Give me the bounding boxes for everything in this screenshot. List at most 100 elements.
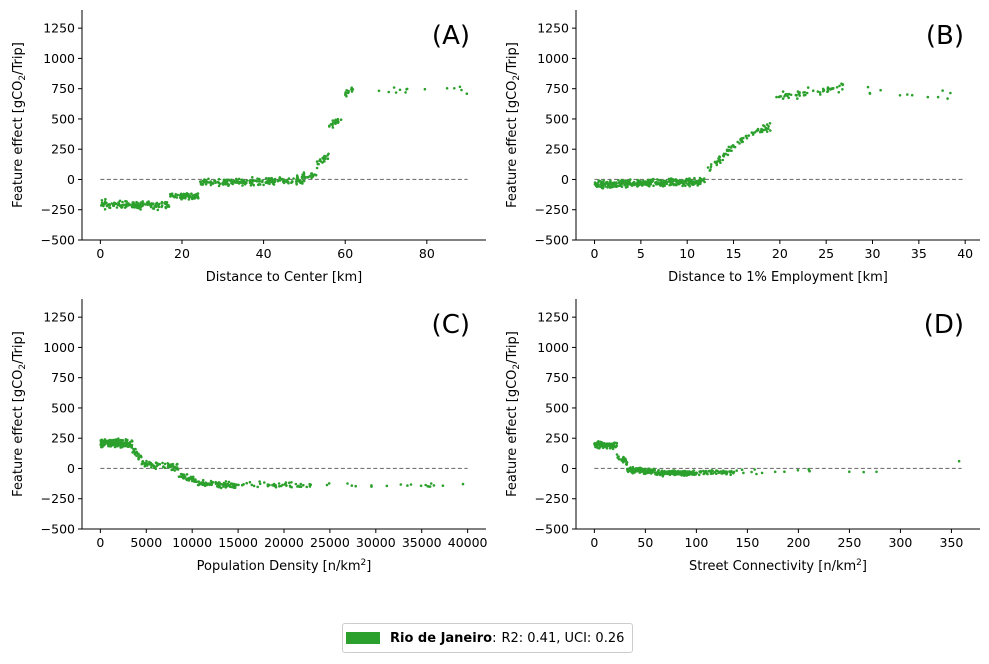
x-tick-label: 20 bbox=[772, 246, 788, 261]
scatter-point bbox=[125, 200, 128, 203]
scatter-point bbox=[115, 206, 119, 209]
scatter-point bbox=[602, 443, 605, 447]
scatter-point bbox=[926, 95, 930, 99]
scatter-point bbox=[655, 471, 658, 475]
scatter-point bbox=[618, 458, 621, 461]
x-tick-label: 20000 bbox=[264, 535, 304, 550]
scatter-point bbox=[688, 472, 691, 476]
scatter-point bbox=[409, 483, 413, 486]
scatter-point bbox=[596, 446, 600, 450]
scatter-point bbox=[755, 472, 758, 476]
scatter-point bbox=[698, 182, 701, 185]
panel-4: −500 −250 0 250 500 750 1000 1250 0 50 100 150 200 25… bbox=[505, 299, 980, 574]
scatter-point bbox=[753, 468, 756, 471]
scatter-point bbox=[316, 162, 320, 166]
scatter-point bbox=[429, 482, 433, 485]
scatter-point bbox=[331, 119, 335, 122]
y-tick-label: 1250 bbox=[43, 310, 75, 325]
scatter-point bbox=[695, 471, 698, 475]
scatter-point bbox=[209, 181, 212, 184]
scatter-point bbox=[599, 180, 603, 183]
scatter-point bbox=[152, 207, 156, 210]
scatter-point bbox=[196, 196, 199, 199]
scatter-point bbox=[273, 177, 277, 181]
scatter-point bbox=[271, 182, 275, 185]
scatter-point bbox=[228, 483, 231, 487]
scatter-point bbox=[108, 444, 111, 448]
scatter-point bbox=[145, 459, 148, 463]
scatter-point bbox=[136, 204, 139, 207]
scatter-point bbox=[167, 205, 171, 208]
scatter-point bbox=[605, 445, 608, 449]
y-tick-label: 500 bbox=[51, 400, 75, 415]
scatter-point bbox=[621, 461, 625, 464]
scatter-point bbox=[597, 443, 601, 446]
scatter-point bbox=[617, 179, 620, 182]
scatter-point bbox=[99, 204, 103, 207]
scatter-point bbox=[753, 131, 757, 134]
scatter-point bbox=[133, 206, 136, 209]
scatter-point bbox=[351, 88, 355, 91]
scatter-point bbox=[683, 179, 687, 183]
scatter-point bbox=[783, 470, 786, 474]
scatter-point bbox=[718, 155, 721, 158]
scatter-point bbox=[278, 176, 282, 179]
scatter-point bbox=[245, 179, 249, 182]
scatter-point bbox=[642, 179, 645, 183]
scatter-point bbox=[717, 471, 721, 475]
scatter-point bbox=[603, 182, 607, 186]
y-axis-label: Feature effect [gCO2/Trip] bbox=[11, 331, 28, 497]
scatter-point bbox=[808, 469, 811, 473]
scatter-point bbox=[742, 471, 745, 475]
scatter-point bbox=[627, 182, 631, 186]
scatter-point bbox=[168, 465, 171, 469]
scatter-point bbox=[100, 199, 104, 202]
scatter-point bbox=[647, 180, 650, 183]
scatter-point bbox=[133, 451, 136, 454]
scatter-point bbox=[135, 206, 139, 210]
scatter-point bbox=[242, 483, 245, 486]
x-tick-label: 0 bbox=[96, 535, 104, 550]
scatter-point bbox=[816, 90, 820, 93]
x-tick-label: 10 bbox=[679, 246, 695, 261]
scatter-point bbox=[702, 472, 705, 476]
x-tick-label: 5000 bbox=[130, 535, 162, 550]
scatter-point bbox=[399, 483, 403, 486]
scatter-point bbox=[669, 183, 673, 187]
scatter-point bbox=[302, 179, 306, 183]
scatter-point bbox=[685, 471, 688, 475]
x-tick-label: 30000 bbox=[356, 535, 396, 550]
scatter-point bbox=[818, 91, 822, 94]
scatter-point bbox=[114, 202, 117, 205]
scatter-point bbox=[671, 182, 675, 186]
scatter-point bbox=[148, 460, 151, 464]
scatter-point bbox=[287, 481, 291, 485]
scatter-point bbox=[346, 482, 349, 485]
scatter-point bbox=[830, 87, 833, 90]
scatter-point bbox=[154, 467, 158, 471]
scatter-point bbox=[689, 179, 693, 183]
scatter-point bbox=[702, 178, 705, 182]
scatter-point bbox=[258, 480, 261, 483]
scatter-point bbox=[837, 91, 841, 94]
scatter-point bbox=[624, 179, 628, 182]
scatter-point bbox=[803, 91, 807, 94]
scatter-point bbox=[354, 484, 358, 488]
scatter-point bbox=[631, 181, 635, 185]
scatter-point bbox=[243, 182, 247, 186]
scatter-point bbox=[203, 482, 206, 486]
scatter-point bbox=[276, 179, 280, 183]
scatter-point bbox=[191, 196, 194, 199]
y-tick-label: −500 bbox=[41, 522, 75, 537]
scatter-point bbox=[778, 95, 781, 98]
scatter-point bbox=[122, 441, 125, 445]
scatter-point bbox=[630, 468, 634, 472]
scatter-point bbox=[217, 184, 221, 188]
scatter-point bbox=[350, 90, 354, 93]
scatter-point bbox=[296, 485, 299, 488]
scatter-point bbox=[233, 179, 236, 183]
scatter-point bbox=[234, 177, 238, 181]
scatter-point bbox=[218, 182, 222, 186]
scatter-point bbox=[278, 179, 282, 182]
